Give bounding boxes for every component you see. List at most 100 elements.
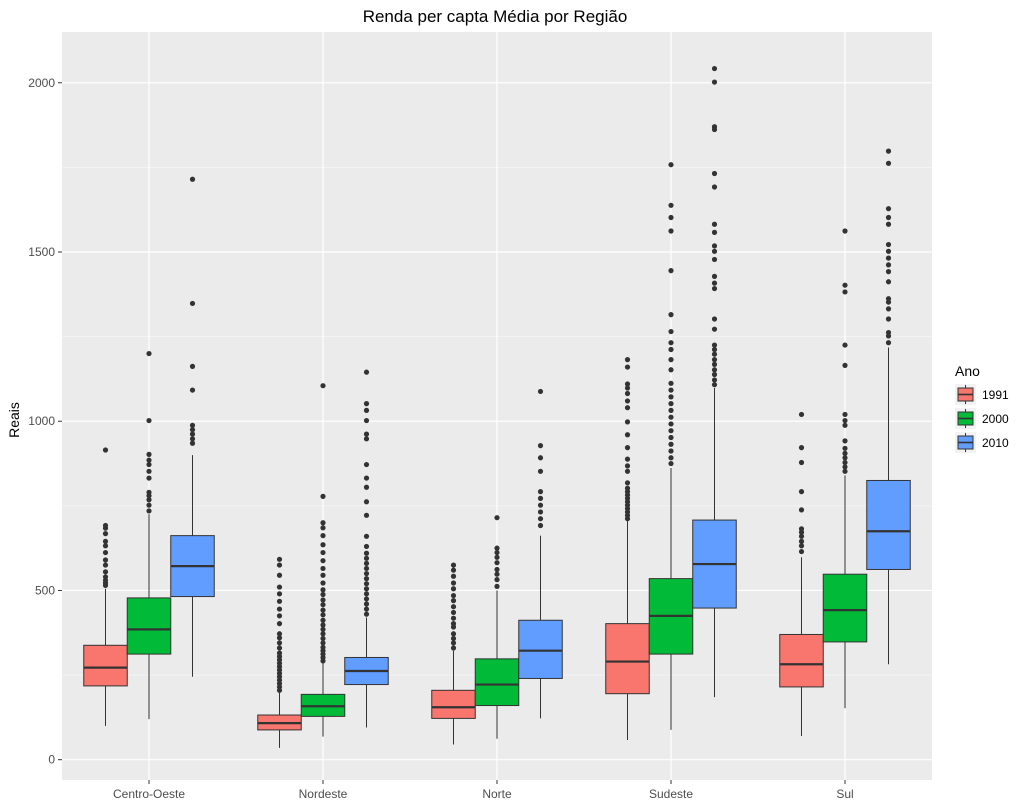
- outlier-point: [450, 598, 457, 604]
- outlier-point: [363, 586, 370, 592]
- outlier-point: [711, 371, 718, 378]
- box-body: [126, 597, 172, 655]
- outlier-point: [711, 65, 718, 72]
- outlier-point: [842, 464, 848, 470]
- box-body: [605, 623, 650, 695]
- outlier-point: [450, 580, 457, 586]
- outlier-point: [668, 448, 674, 454]
- outlier-point: [494, 560, 500, 566]
- outlier-point: [624, 364, 631, 370]
- outlier-point: [320, 525, 326, 531]
- outlier-point: [668, 455, 674, 461]
- outlier-point: [494, 515, 500, 521]
- outlier-point: [363, 550, 370, 556]
- outlier-point: [276, 650, 283, 656]
- outlier-point: [537, 495, 544, 501]
- outlier-point: [624, 381, 631, 387]
- x-tick-label: Sul: [836, 787, 853, 801]
- axes-layer: 0 500 1000 1500 2000 Centro-Oeste Nordeste Nort…: [28, 76, 853, 801]
- outlier-point: [668, 441, 674, 447]
- outlier-point: [102, 574, 109, 580]
- outlier-point: [711, 243, 718, 249]
- legend-item-2010: 2010: [955, 432, 1009, 453]
- outlier-point: [146, 475, 152, 481]
- outlier-point: [711, 377, 718, 383]
- x-tick-label: Norte: [482, 787, 512, 801]
- outlier-point: [842, 289, 848, 295]
- outlier-point: [885, 214, 892, 221]
- legend-title: Ano: [955, 363, 980, 379]
- box-nordeste-1991: [257, 556, 302, 748]
- legend-item-2000: 2000: [955, 408, 1009, 429]
- outlier-point: [537, 509, 544, 515]
- outlier-point: [537, 522, 544, 529]
- outlier-point: [798, 548, 805, 555]
- outlier-point: [363, 417, 370, 424]
- outlier-point: [320, 640, 326, 646]
- outlier-point: [842, 459, 848, 466]
- outlier-point: [711, 229, 718, 235]
- outlier-point: [711, 326, 718, 332]
- outlier-point: [450, 567, 457, 573]
- outlier-point: [885, 316, 892, 322]
- outlier-point: [102, 549, 109, 556]
- outlier-point: [842, 228, 848, 234]
- outlier-point: [798, 526, 805, 532]
- outlier-point: [885, 148, 892, 154]
- outlier-point: [320, 597, 326, 603]
- box-norte-1991: [431, 562, 476, 745]
- outlier-point: [320, 644, 326, 650]
- outlier-point: [624, 405, 631, 411]
- outlier-point: [668, 346, 674, 353]
- outlier-point: [885, 255, 892, 261]
- outlier-point: [102, 557, 109, 563]
- outlier-point: [624, 463, 631, 469]
- outlier-point: [363, 606, 370, 612]
- outlier-point: [624, 480, 631, 486]
- outlier-point: [711, 382, 718, 388]
- outlier-point: [450, 640, 457, 646]
- outlier-point: [102, 538, 109, 544]
- outlier-point: [363, 555, 370, 561]
- outlier-point: [363, 601, 370, 607]
- outlier-point: [320, 587, 326, 593]
- y-axis-title: Reais: [6, 402, 22, 438]
- outlier-point: [320, 591, 326, 598]
- outlier-point: [276, 631, 283, 637]
- outlier-point: [885, 160, 892, 166]
- outlier-point: [842, 282, 848, 288]
- box-body: [518, 619, 563, 679]
- outlier-point: [668, 407, 674, 413]
- outlier-point: [798, 507, 805, 513]
- x-tick-label: Nordeste: [299, 787, 348, 801]
- outlier-point: [450, 592, 457, 599]
- outlier-point: [494, 554, 500, 560]
- outlier-point: [450, 573, 457, 579]
- box-nordeste-2000: [300, 383, 346, 737]
- box-centro-oeste-2000: [126, 350, 172, 720]
- outlier-point: [624, 385, 631, 391]
- outlier-point: [363, 570, 370, 577]
- outlier-point: [842, 455, 848, 461]
- outlier-point: [363, 512, 370, 518]
- outlier-point: [842, 450, 848, 456]
- outlier-point: [320, 549, 326, 556]
- outlier-point: [885, 306, 892, 312]
- outlier-point: [798, 538, 805, 544]
- outlier-point: [711, 361, 718, 367]
- outlier-point: [276, 598, 283, 604]
- outlier-point: [363, 431, 370, 437]
- outlier-point: [842, 468, 848, 474]
- outlier-point: [711, 357, 718, 363]
- y-tick-label: 1000: [28, 414, 55, 428]
- outlier-point: [146, 489, 152, 495]
- outlier-point: [711, 285, 718, 292]
- legend-item-1991: 1991: [955, 384, 1009, 405]
- outlier-point: [624, 390, 631, 397]
- outlier-point: [320, 631, 326, 637]
- box-sudeste-2010: [692, 65, 737, 698]
- outlier-point: [189, 436, 196, 442]
- outlier-point: [102, 522, 109, 529]
- outlier-point: [668, 340, 674, 346]
- outlier-point: [189, 427, 196, 433]
